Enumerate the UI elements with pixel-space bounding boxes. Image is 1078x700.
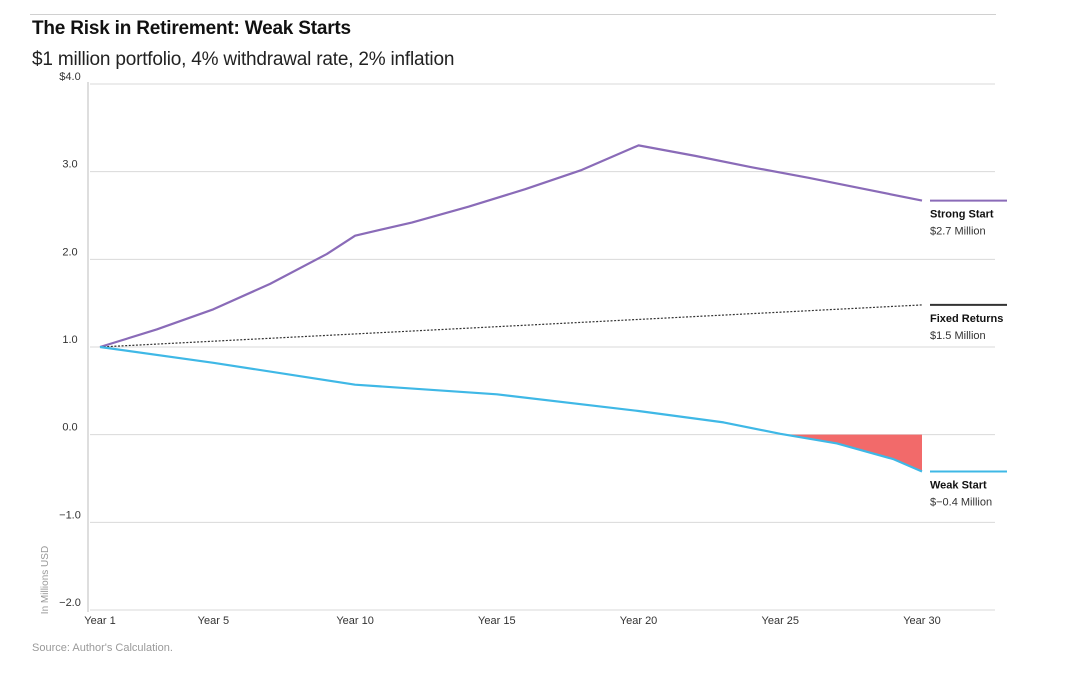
series-value-strong: $2.7 Million [930, 226, 986, 238]
x-tick-label: Year 1 [84, 615, 115, 627]
x-tick-label: Year 30 [903, 615, 941, 627]
y-tick-label: 2.0 [62, 246, 77, 258]
series-line-strong [99, 144, 923, 349]
y-tick-label: 3.0 [62, 159, 77, 171]
x-tick-label: Year 10 [336, 615, 374, 627]
top-divider [30, 14, 996, 15]
x-tick-label: Year 5 [198, 615, 229, 627]
series-line-weak [99, 345, 923, 473]
y-tick-label: $4.0 [59, 71, 80, 83]
y-axis-title: In Millions USD [40, 546, 51, 614]
shortfall-area [780, 433, 922, 472]
series-name-fixed: Fixed Returns [930, 313, 1003, 325]
series-name-strong: Strong Start [930, 209, 994, 221]
series-line-fixed [99, 304, 923, 348]
y-tick-label: 1.0 [62, 334, 77, 346]
chart-title: The Risk in Retirement: Weak Starts [32, 18, 351, 39]
y-tick-label: 0.0 [62, 422, 77, 434]
y-tick-label: −1.0 [59, 509, 81, 521]
series-name-weak: Weak Start [930, 479, 987, 491]
series-value-fixed: $1.5 Million [930, 330, 986, 342]
x-tick-label: Year 20 [620, 615, 658, 627]
source-note: Source: Author's Calculation. [32, 642, 173, 654]
series-value-weak: $−0.4 Million [930, 496, 992, 508]
y-tick-label: −2.0 [59, 597, 81, 609]
x-tick-label: Year 15 [478, 615, 516, 627]
x-tick-label: Year 25 [762, 615, 800, 627]
chart-subtitle: $1 million portfolio, 4% withdrawal rate… [32, 49, 455, 70]
